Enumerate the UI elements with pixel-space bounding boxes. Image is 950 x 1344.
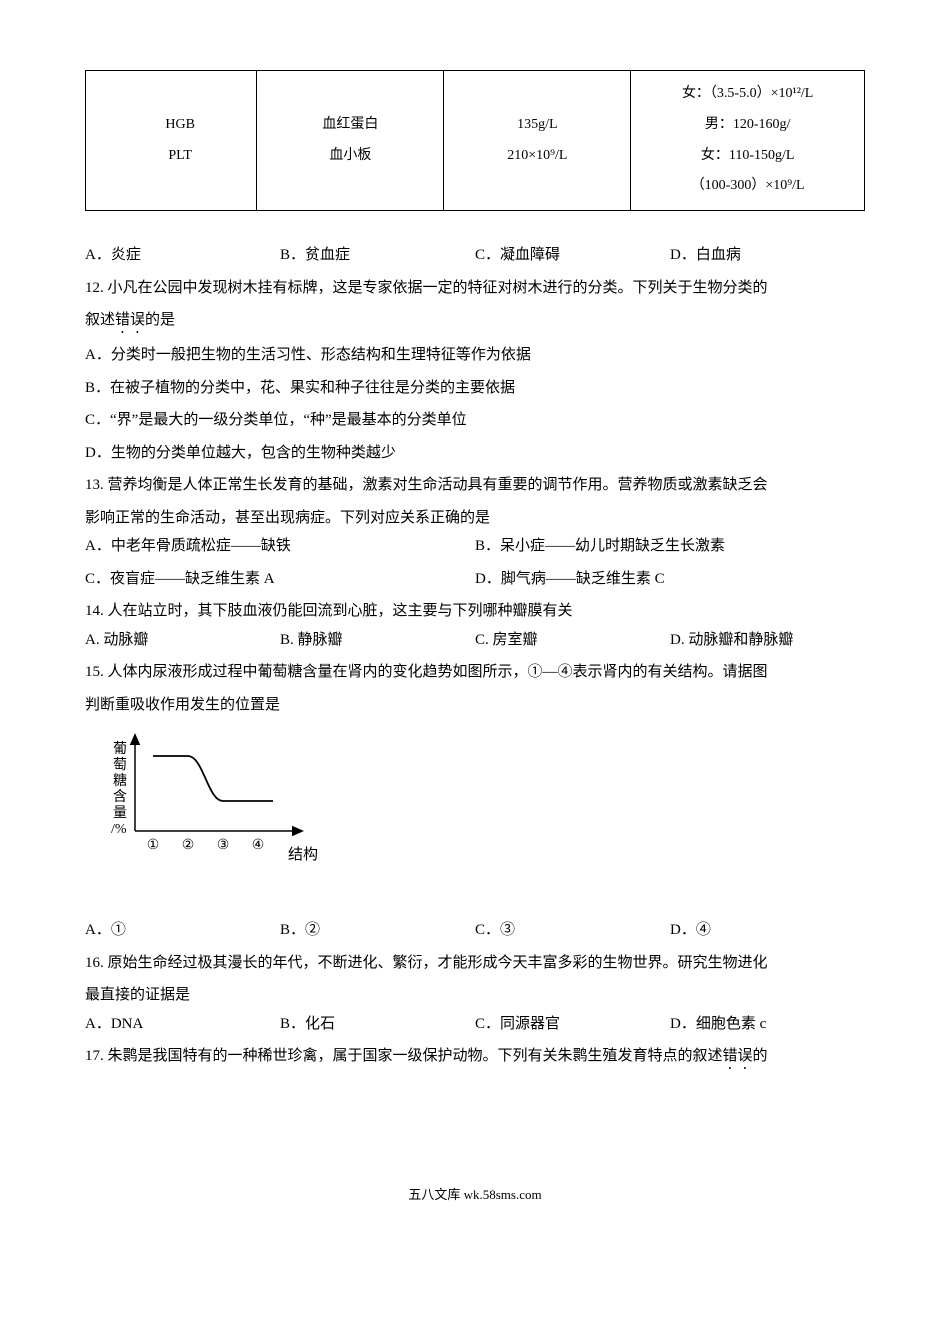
option-c: C．凝血障碍 bbox=[475, 241, 670, 270]
q15-b: B．② bbox=[280, 916, 475, 945]
q13-a: A．中老年骨质疏松症——缺铁 bbox=[85, 532, 475, 561]
q13: 13. 营养均衡是人体正常生长发育的基础，激素对生命活动具有重要的调节作用。营养… bbox=[85, 471, 865, 593]
q16-a: A．DNA bbox=[85, 1010, 280, 1039]
q14-d: D. 动脉瓣和静脉瓣 bbox=[670, 626, 865, 655]
ylabel-4: 含 bbox=[113, 789, 127, 805]
q12-b: B．在被子植物的分类中，花、果实和种子往往是分类的主要依据 bbox=[85, 374, 865, 403]
q15-a: A．① bbox=[85, 916, 280, 945]
q16-b: B．化石 bbox=[280, 1010, 475, 1039]
ylabel-2: 萄 bbox=[113, 757, 127, 773]
ylabel-5: 量 bbox=[113, 805, 127, 821]
q17: 17. 朱鹮是我国特有的一种稀世珍禽，属于国家一级保护动物。下列有关朱鹮生殖发育… bbox=[85, 1042, 865, 1073]
q13-d: D．脚气病——缺乏维生素 C bbox=[475, 565, 865, 594]
q15-d: D．④ bbox=[670, 916, 865, 945]
q14-stem: 14. 人在站立时，其下肢血液仍能回流到心脏，这主要与下列哪种瓣膜有关 bbox=[85, 597, 865, 626]
cell-value: 135g/L 210×10⁹/L bbox=[444, 71, 631, 211]
ylabel-3: 糖 bbox=[113, 773, 127, 789]
q14-b: B. 静脉瓣 bbox=[280, 626, 475, 655]
table-row: HGB PLT 血红蛋白 血小板 135g/L 210×10⁹/L 女：（3.5… bbox=[86, 71, 865, 211]
ylabel-1: 葡 bbox=[113, 741, 127, 757]
q12-stem2: 叙述错误的是 bbox=[85, 306, 865, 337]
q11-options: A．炎症 B．贫血症 C．凝血障碍 D．白血病 bbox=[85, 241, 865, 270]
q12-c: C．“界”是最大的一级分类单位，“种”是最基本的分类单位 bbox=[85, 406, 865, 435]
option-a: A．炎症 bbox=[85, 241, 280, 270]
xlabel: 结构 bbox=[288, 846, 318, 863]
q12-d: D．生物的分类单位越大，包含的生物种类越少 bbox=[85, 439, 865, 468]
q13-c: C．夜盲症——缺乏维生素 A bbox=[85, 565, 475, 594]
q12-a: A．分类时一般把生物的生活习性、形态结构和生理特征等作为依据 bbox=[85, 341, 865, 370]
svg-text:④: ④ bbox=[252, 838, 265, 853]
q13-stem1: 13. 营养均衡是人体正常生长发育的基础，激素对生命活动具有重要的调节作用。营养… bbox=[85, 471, 865, 500]
q16-d: D．细胞色素 c bbox=[670, 1010, 865, 1039]
q14: 14. 人在站立时，其下肢血液仍能回流到心脏，这主要与下列哪种瓣膜有关 A. 动… bbox=[85, 597, 865, 654]
footer: 五八文库 wk.58sms.com bbox=[85, 1183, 865, 1208]
q13-b: B．呆小症——幼儿时期缺乏生长激素 bbox=[475, 532, 865, 561]
cell-code: HGB PLT bbox=[86, 71, 257, 211]
q14-c: C. 房室瓣 bbox=[475, 626, 670, 655]
cell-range: 女：（3.5-5.0）×10¹²/L 男：120-160g/ 女：110-150… bbox=[631, 71, 865, 211]
q15: 15. 人体内尿液形成过程中葡萄糖含量在肾内的变化趋势如图所示，①—④表示肾内的… bbox=[85, 658, 865, 945]
q12-stem1: 12. 小凡在公园中发现树木挂有标牌，这是专家依据一定的特征对树木进行的分类。下… bbox=[85, 274, 865, 303]
q16-stem1: 16. 原始生命经过极其漫长的年代，不断进化、繁衍，才能形成今天丰富多彩的生物世… bbox=[85, 949, 865, 978]
q14-a: A. 动脉瓣 bbox=[85, 626, 280, 655]
svg-text:②: ② bbox=[182, 838, 195, 853]
chart-svg: 葡 萄 糖 含 量 /% ① ② ③ ④ 结构 bbox=[103, 731, 333, 876]
q12: 12. 小凡在公园中发现树木挂有标牌，这是专家依据一定的特征对树木进行的分类。下… bbox=[85, 274, 865, 468]
q16-c: C．同源器官 bbox=[475, 1010, 670, 1039]
q16: 16. 原始生命经过极其漫长的年代，不断进化、繁衍，才能形成今天丰富多彩的生物世… bbox=[85, 949, 865, 1039]
ylabel-6: /% bbox=[111, 822, 127, 837]
q15-c: C．③ bbox=[475, 916, 670, 945]
option-d: D．白血病 bbox=[670, 241, 865, 270]
q13-stem2: 影响正常的生命活动，甚至出现病症。下列对应关系正确的是 bbox=[85, 504, 865, 533]
q15-stem2: 判断重吸收作用发生的位置是 bbox=[85, 691, 865, 720]
q17-stem: 17. 朱鹮是我国特有的一种稀世珍禽，属于国家一级保护动物。下列有关朱鹮生殖发育… bbox=[85, 1042, 865, 1073]
option-b: B．贫血症 bbox=[280, 241, 475, 270]
svg-text:③: ③ bbox=[217, 838, 230, 853]
svg-text:①: ① bbox=[147, 838, 160, 853]
cell-name: 血红蛋白 血小板 bbox=[257, 71, 444, 211]
q15-stem1: 15. 人体内尿液形成过程中葡萄糖含量在肾内的变化趋势如图所示，①—④表示肾内的… bbox=[85, 658, 865, 687]
blood-test-table: HGB PLT 血红蛋白 血小板 135g/L 210×10⁹/L 女：（3.5… bbox=[85, 70, 865, 211]
glucose-chart: 葡 萄 糖 含 量 /% ① ② ③ ④ 结构 bbox=[103, 731, 865, 876]
q16-stem2: 最直接的证据是 bbox=[85, 981, 865, 1010]
